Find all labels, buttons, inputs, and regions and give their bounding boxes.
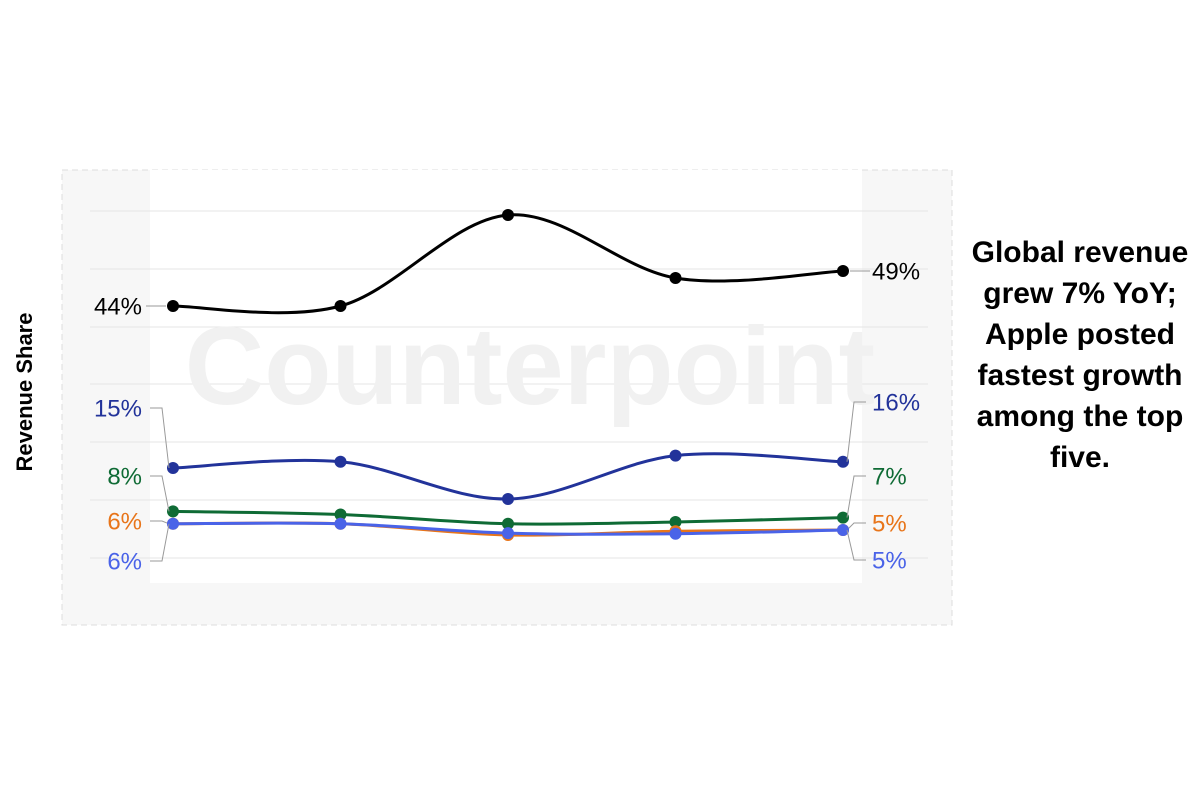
point: [334, 455, 347, 468]
point: [167, 300, 179, 312]
value-label: 44%: [94, 293, 142, 320]
leader-line: [150, 520, 170, 525]
value-label: 6%: [107, 508, 142, 535]
point: [669, 449, 682, 462]
point: [502, 209, 514, 221]
leader-line: [846, 401, 866, 462]
point: [167, 517, 179, 530]
value-label: 16%: [872, 389, 920, 416]
point: [837, 524, 849, 536]
point: [502, 527, 514, 540]
annotation: Global revenue grew 7% YoY; Apple posted…: [971, 236, 1189, 474]
leader-line: [846, 475, 866, 518]
value-label: 7%: [872, 463, 907, 490]
point: [669, 527, 682, 540]
point: [502, 517, 514, 530]
point: [334, 508, 347, 521]
point: [167, 462, 179, 474]
point: [669, 515, 682, 528]
point: [502, 493, 514, 505]
point: [837, 511, 849, 524]
point: [334, 300, 347, 312]
point: [837, 455, 849, 468]
value-label: 15%: [94, 395, 142, 422]
point: [669, 272, 682, 284]
value-label: 8%: [107, 463, 142, 490]
y-axis-label: Revenue Share: [12, 313, 37, 472]
chart: Counterpoint Revenue Share 44% 49% 15% 16% 8…: [12, 169, 953, 626]
leader-line: [846, 529, 866, 561]
leader-line: [150, 475, 170, 512]
value-label: 6%: [107, 548, 142, 575]
leader-line: [846, 522, 866, 531]
leader-line: [150, 407, 170, 469]
point: [837, 265, 849, 277]
point: [334, 517, 347, 530]
watermark: Counterpoint: [185, 305, 875, 428]
value-label: 5%: [872, 510, 907, 537]
value-label: 49%: [872, 258, 920, 285]
leader-line: [150, 523, 170, 562]
value-label: 5%: [872, 547, 907, 574]
point: [167, 505, 179, 518]
